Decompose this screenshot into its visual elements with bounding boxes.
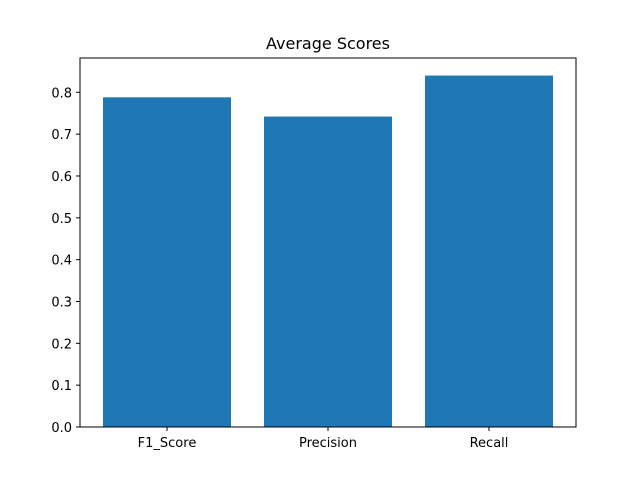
x-tick-label: Recall <box>470 436 509 451</box>
y-tick-label: 0.6 <box>51 170 72 185</box>
x-tick-label: F1_Score <box>138 436 197 451</box>
y-tick-label: 0.3 <box>51 295 72 310</box>
y-tick-label: 0.5 <box>51 212 72 227</box>
y-tick-label: 0.4 <box>51 254 72 269</box>
y-tick-label: 0.0 <box>51 421 72 436</box>
plot-frame <box>79 57 577 428</box>
x-tick-label: Precision <box>299 436 357 451</box>
bar-f1-score <box>103 97 231 427</box>
y-tick-label: 0.1 <box>51 379 72 394</box>
x-axis: F1_Score Precision Recall <box>138 427 509 451</box>
y-tick-label: 0.8 <box>51 86 72 101</box>
y-tick-label: 0.7 <box>51 128 72 143</box>
y-tick-label: 0.2 <box>51 337 72 352</box>
y-axis: 0.0 0.1 0.2 0.3 0.4 0.5 0.6 0.7 0.8 <box>51 86 80 436</box>
bar-precision <box>264 116 392 428</box>
chart-title: Average Scores <box>266 34 390 53</box>
bars-group <box>103 75 553 428</box>
bar-recall <box>425 75 553 428</box>
